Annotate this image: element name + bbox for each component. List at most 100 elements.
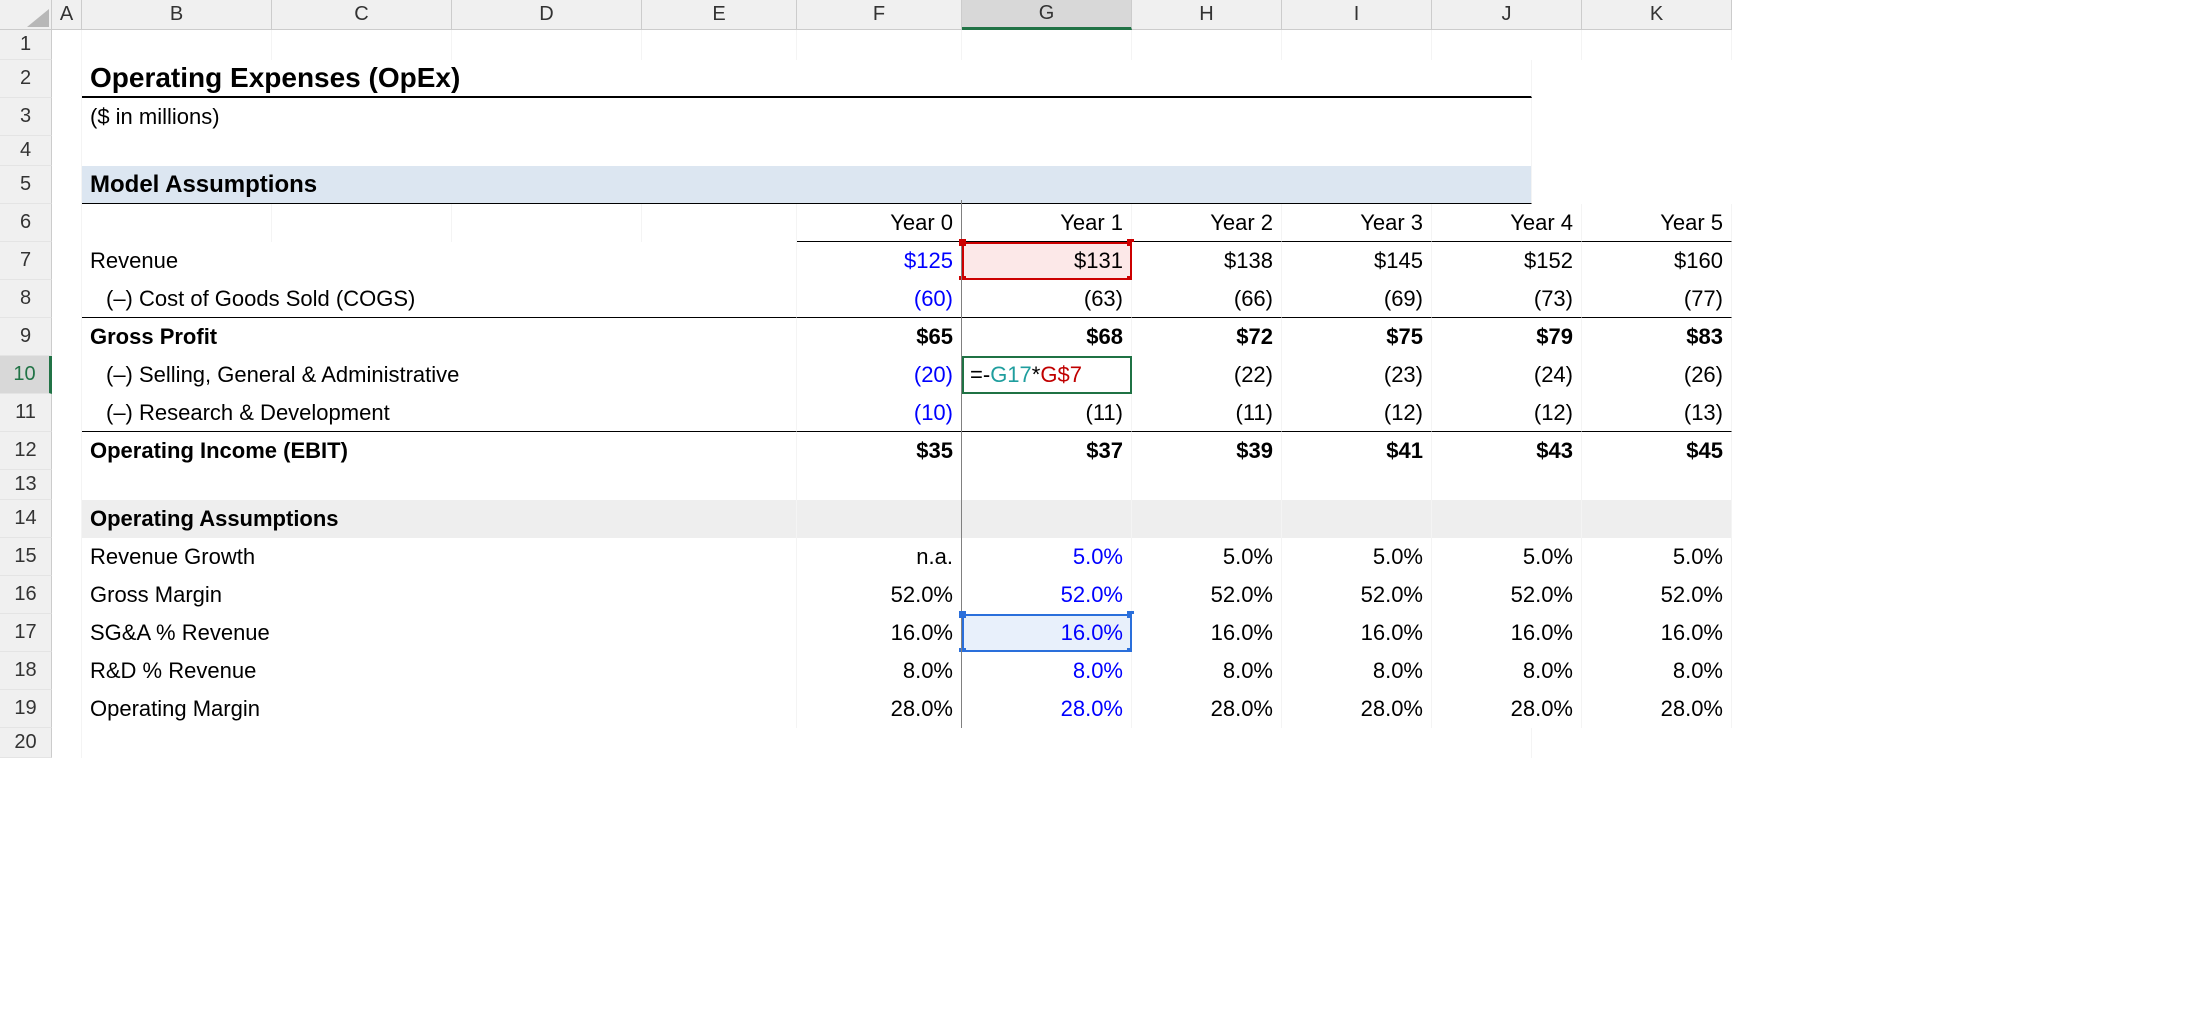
sga-pct-y1[interactable]: 16.0% [962,614,1132,652]
rnd-pct-y1[interactable]: 8.0% [962,652,1132,690]
cell-A4[interactable] [52,136,82,166]
gross-margin-y1[interactable]: 52.0% [962,576,1132,614]
sga-pct-y4[interactable]: 16.0% [1432,614,1582,652]
rnd-pct-y5[interactable]: 8.0% [1582,652,1732,690]
sga-y3[interactable]: (23) [1282,356,1432,394]
cell-H13[interactable] [1132,470,1282,500]
gross-margin-y4[interactable]: 52.0% [1432,576,1582,614]
revenue-y5[interactable]: $160 [1582,242,1732,280]
cell-A12[interactable] [52,432,82,470]
row-header-20[interactable]: 20 [0,728,52,758]
cell-A2[interactable] [52,60,82,98]
sga-pct-y5[interactable]: 16.0% [1582,614,1732,652]
cogs-y5[interactable]: (77) [1582,280,1732,318]
row-header-12[interactable]: 12 [0,432,52,470]
cell-B1[interactable] [82,30,272,60]
cell-B13[interactable] [82,470,797,500]
rev-growth-label[interactable]: Revenue Growth [82,538,797,576]
col-header-A[interactable]: A [52,0,82,30]
op-margin-label[interactable]: Operating Margin [82,690,797,728]
cogs-y0[interactable]: (60) [797,280,962,318]
sga-y4[interactable]: (24) [1432,356,1582,394]
rnd-pct-y3[interactable]: 8.0% [1282,652,1432,690]
rnd-y5[interactable]: (13) [1582,394,1732,432]
cell-J13[interactable] [1432,470,1582,500]
op-margin-y0[interactable]: 28.0% [797,690,962,728]
rnd-pct-label[interactable]: R&D % Revenue [82,652,797,690]
cell-A5[interactable] [52,166,82,204]
cell-B4[interactable] [82,136,1532,166]
year-header-2[interactable]: Year 2 [1132,204,1282,242]
col-header-B[interactable]: B [82,0,272,30]
gross-margin-label[interactable]: Gross Margin [82,576,797,614]
op-income-label[interactable]: Operating Income (EBIT) [82,432,797,470]
cell-C6[interactable] [272,204,452,242]
cell-A17[interactable] [52,614,82,652]
cell-A19[interactable] [52,690,82,728]
revenue-y4[interactable]: $152 [1432,242,1582,280]
cell-B20[interactable] [82,728,1532,758]
rnd-y4[interactable]: (12) [1432,394,1582,432]
gross-profit-y2[interactable]: $72 [1132,318,1282,356]
cell-I14[interactable] [1282,500,1432,538]
year-header-0[interactable]: Year 0 [797,204,962,242]
gross-profit-y4[interactable]: $79 [1432,318,1582,356]
cell-H14[interactable] [1132,500,1282,538]
gross-profit-label[interactable]: Gross Profit [82,318,797,356]
rev-growth-y1[interactable]: 5.0% [962,538,1132,576]
cell-A15[interactable] [52,538,82,576]
op-income-y2[interactable]: $39 [1132,432,1282,470]
sga-pct-label[interactable]: SG&A % Revenue [82,614,797,652]
row-header-4[interactable]: 4 [0,136,52,166]
cell-F13[interactable] [797,470,962,500]
col-header-D[interactable]: D [452,0,642,30]
gross-margin-y5[interactable]: 52.0% [1582,576,1732,614]
row-header-6[interactable]: 6 [0,204,52,242]
col-header-J[interactable]: J [1432,0,1582,30]
cell-E6[interactable] [642,204,797,242]
revenue-y1[interactable]: $131 [962,242,1132,280]
op-margin-y1[interactable]: 28.0% [962,690,1132,728]
select-all-corner[interactable] [0,0,52,30]
cell-I13[interactable] [1282,470,1432,500]
gross-profit-y1[interactable]: $68 [962,318,1132,356]
cogs-label[interactable]: (–) Cost of Goods Sold (COGS) [82,280,797,318]
revenue-y3[interactable]: $145 [1282,242,1432,280]
rev-growth-y2[interactable]: 5.0% [1132,538,1282,576]
cell-A16[interactable] [52,576,82,614]
year-header-5[interactable]: Year 5 [1582,204,1732,242]
op-margin-y4[interactable]: 28.0% [1432,690,1582,728]
sga-label[interactable]: (–) Selling, General & Administrative [82,356,797,394]
sga-y5[interactable]: (26) [1582,356,1732,394]
col-header-I[interactable]: I [1282,0,1432,30]
op-income-y3[interactable]: $41 [1282,432,1432,470]
revenue-y0[interactable]: $125 [797,242,962,280]
sga-y1-active[interactable]: =-G17*G$7 [962,356,1132,394]
cell-A1[interactable] [52,30,82,60]
rev-growth-y3[interactable]: 5.0% [1282,538,1432,576]
cell-C1[interactable] [272,30,452,60]
cell-A14[interactable] [52,500,82,538]
rnd-y1[interactable]: (11) [962,394,1132,432]
cell-A20[interactable] [52,728,82,758]
col-header-K[interactable]: K [1582,0,1732,30]
rnd-y3[interactable]: (12) [1282,394,1432,432]
section-operating-assumptions[interactable]: Operating Assumptions [82,500,797,538]
cell-G1[interactable] [962,30,1132,60]
rev-growth-y4[interactable]: 5.0% [1432,538,1582,576]
gross-profit-y3[interactable]: $75 [1282,318,1432,356]
col-header-C[interactable]: C [272,0,452,30]
row-header-14[interactable]: 14 [0,500,52,538]
op-income-y1[interactable]: $37 [962,432,1132,470]
sga-pct-y3[interactable]: 16.0% [1282,614,1432,652]
cell-F14[interactable] [797,500,962,538]
gross-profit-y0[interactable]: $65 [797,318,962,356]
row-header-15[interactable]: 15 [0,538,52,576]
cell-A10[interactable] [52,356,82,394]
gross-margin-y2[interactable]: 52.0% [1132,576,1282,614]
cell-K1[interactable] [1582,30,1732,60]
rnd-label[interactable]: (–) Research & Development [82,394,797,432]
op-income-y0[interactable]: $35 [797,432,962,470]
cell-J1[interactable] [1432,30,1582,60]
year-header-4[interactable]: Year 4 [1432,204,1582,242]
